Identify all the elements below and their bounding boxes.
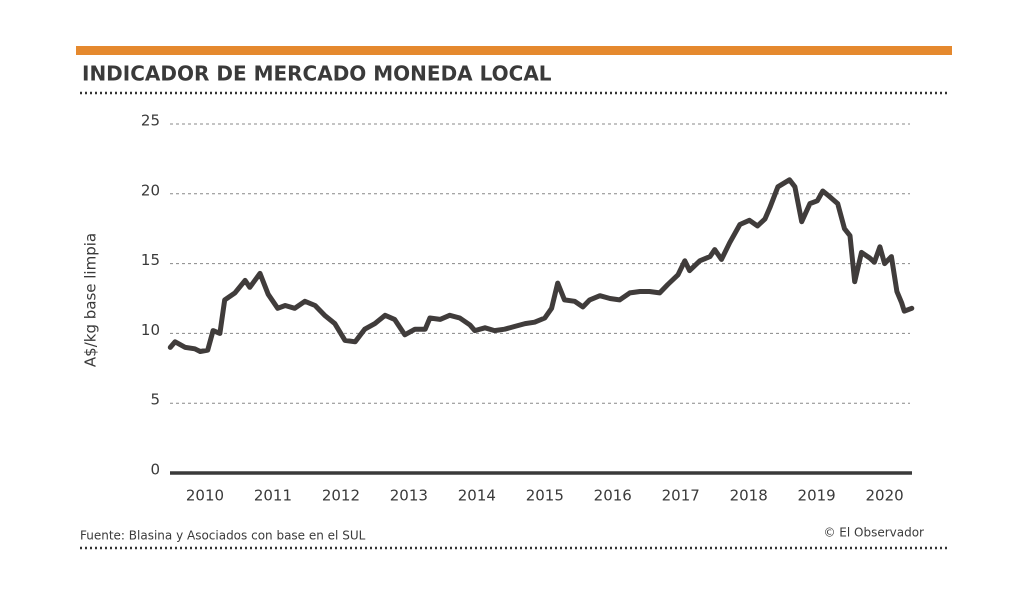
y-tick-label: 15 bbox=[141, 251, 160, 269]
x-tick-label: 2017 bbox=[662, 487, 700, 505]
x-tick-label: 2015 bbox=[526, 487, 564, 505]
line-series bbox=[167, 177, 915, 354]
source: Fuente: Blasina y Asociados con base en … bbox=[80, 529, 366, 543]
x-tick-label: 2019 bbox=[798, 487, 836, 505]
x-tick-label: 2013 bbox=[390, 487, 428, 505]
x-tick-label: 2016 bbox=[594, 487, 632, 505]
y-axis-label: A$/kg base limpia bbox=[82, 233, 100, 367]
y-tick-label: 10 bbox=[141, 321, 160, 339]
header-bar bbox=[76, 46, 952, 55]
y-tick-label: 0 bbox=[150, 461, 160, 479]
y-tick-label: 20 bbox=[141, 181, 160, 199]
x-tick-label: 2020 bbox=[866, 487, 904, 505]
x-tick-label: 2010 bbox=[186, 487, 224, 505]
y-tick-label: 25 bbox=[141, 112, 160, 130]
y-tick-label: 5 bbox=[150, 391, 160, 409]
x-tick-label: 2012 bbox=[322, 487, 360, 505]
x-tick-label: 2018 bbox=[730, 487, 768, 505]
chart-title: INDICADOR DE MERCADO MONEDA LOCAL bbox=[82, 62, 552, 86]
x-tick-label: 2014 bbox=[458, 487, 496, 505]
x-tick-label: 2011 bbox=[254, 487, 292, 505]
credit: © El Observador bbox=[823, 526, 924, 540]
